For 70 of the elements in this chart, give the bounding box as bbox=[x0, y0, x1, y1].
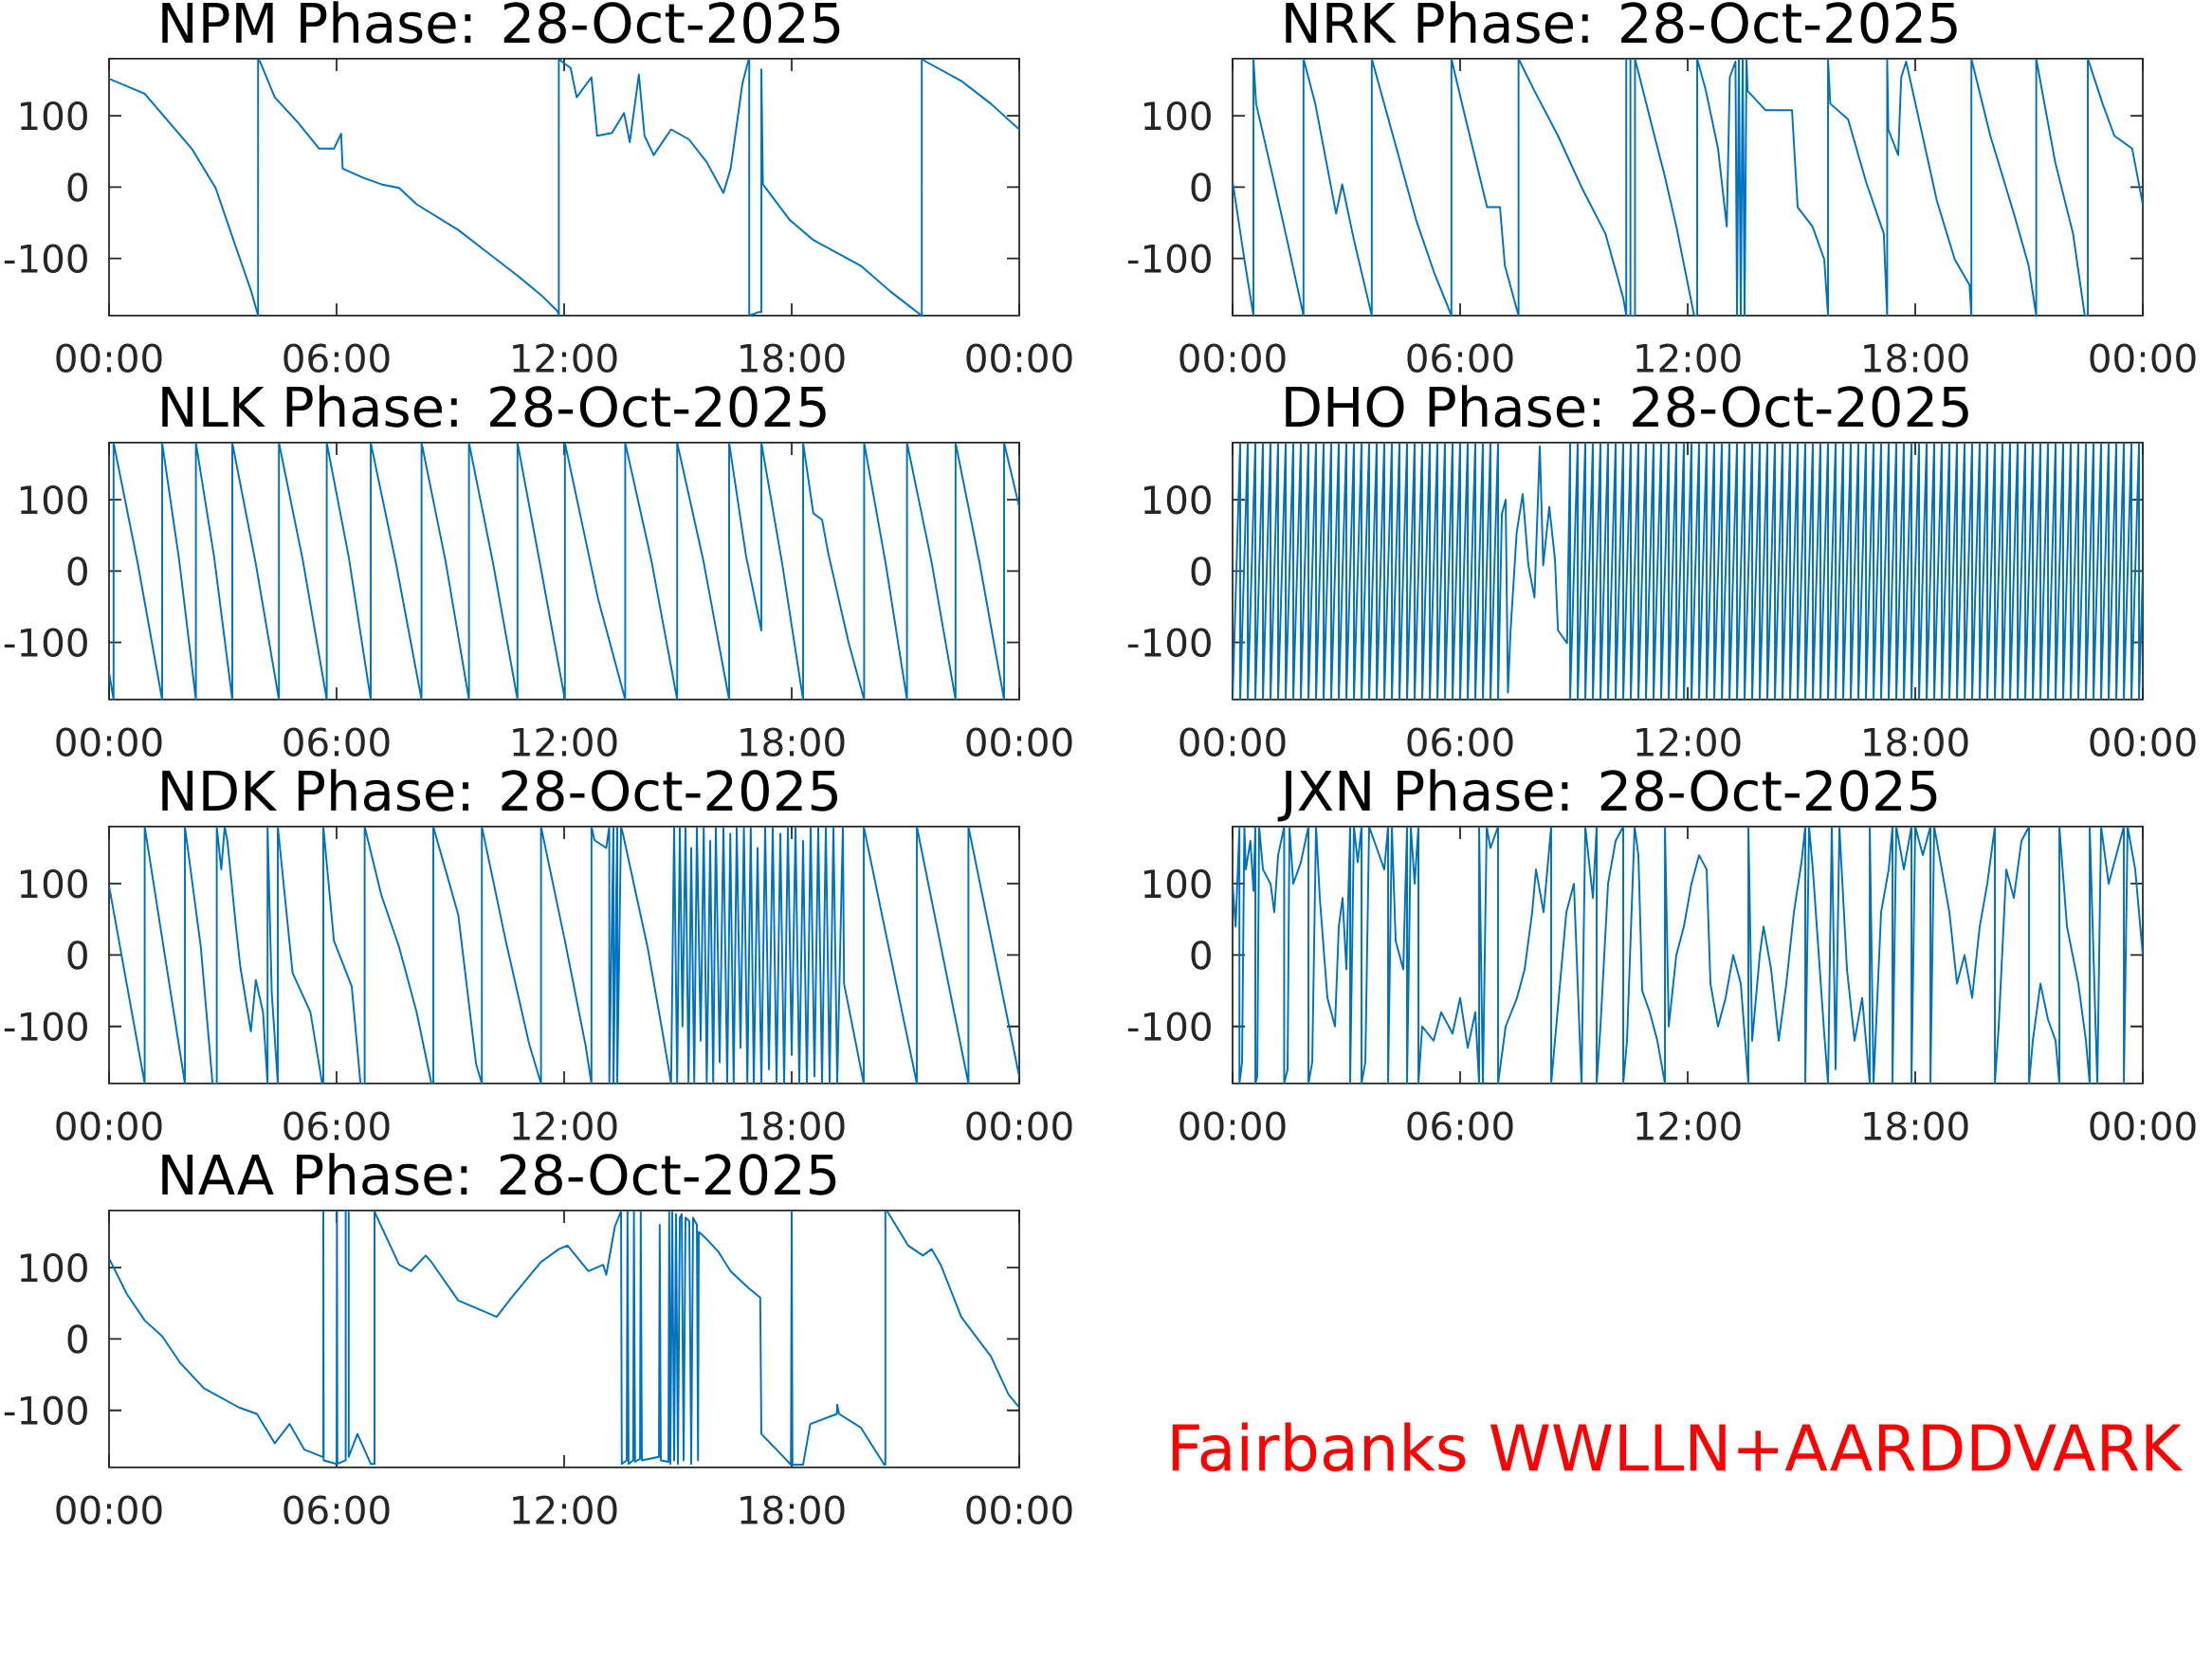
x-tick-label: 18:00 bbox=[1864, 727, 1968, 757]
line-series bbox=[109, 826, 1020, 1084]
x-tick-label: 06:00 bbox=[283, 727, 390, 757]
y-tick-label: 0 bbox=[1191, 556, 1211, 586]
y-tick-label: -100 bbox=[1127, 244, 1211, 274]
y-tick-label: 100 bbox=[1143, 484, 1211, 515]
y-tick-label: -100 bbox=[1127, 628, 1211, 658]
x-tick-label: 00:00 bbox=[966, 727, 1072, 757]
x-tick-label: 12:00 bbox=[1636, 1111, 1741, 1140]
x-tick-label: 06:00 bbox=[1407, 343, 1513, 373]
x-tick-label: 18:00 bbox=[740, 343, 845, 373]
y-tick-label: 100 bbox=[20, 1252, 87, 1283]
y-tick-label: 0 bbox=[67, 556, 87, 586]
chart-title: NDK Phase: 28-Oct-2025 bbox=[162, 769, 837, 811]
x-tick-label: 06:00 bbox=[283, 1111, 390, 1140]
x-tick-label: 06:00 bbox=[1407, 727, 1513, 757]
x-tick-label: 06:00 bbox=[1407, 1111, 1513, 1140]
y-tick-label: 0 bbox=[1191, 173, 1211, 202]
x-tick-label: 00:00 bbox=[2090, 1111, 2196, 1140]
x-tick-label: 12:00 bbox=[1636, 727, 1741, 757]
y-tick-label: 0 bbox=[67, 1324, 87, 1354]
x-tick-label: 18:00 bbox=[740, 727, 845, 757]
y-tick-label: 0 bbox=[1191, 940, 1211, 970]
y-tick-label: 100 bbox=[1143, 100, 1211, 131]
x-tick-label: 00:00 bbox=[1179, 1111, 1286, 1140]
y-tick-label: 0 bbox=[67, 940, 87, 970]
x-tick-label: 00:00 bbox=[2090, 343, 2196, 373]
y-tick-label: 100 bbox=[1143, 868, 1211, 899]
line-series bbox=[1233, 826, 2144, 1084]
x-tick-label: 18:00 bbox=[1864, 343, 1968, 373]
y-tick-label: -100 bbox=[4, 1012, 87, 1042]
x-tick-label: 12:00 bbox=[513, 1111, 617, 1140]
x-tick-label: 12:00 bbox=[513, 1495, 617, 1524]
y-tick-label: -100 bbox=[1127, 1012, 1211, 1042]
y-tick-label: -100 bbox=[4, 1395, 87, 1426]
x-tick-label: 06:00 bbox=[283, 343, 390, 373]
x-tick-label: 12:00 bbox=[513, 343, 617, 373]
x-tick-label: 00:00 bbox=[56, 1495, 162, 1524]
x-tick-label: 00:00 bbox=[56, 1111, 162, 1140]
x-tick-label: 12:00 bbox=[1636, 343, 1741, 373]
line-series bbox=[1233, 58, 2144, 316]
x-tick-label: 00:00 bbox=[56, 727, 162, 757]
x-tick-label: 00:00 bbox=[1179, 343, 1286, 373]
chart-title: DHO Phase: 28-Oct-2025 bbox=[1286, 385, 1968, 428]
line-series bbox=[109, 1210, 1020, 1466]
y-tick-label: -100 bbox=[4, 628, 87, 658]
x-tick-label: 18:00 bbox=[1864, 1111, 1968, 1140]
x-tick-label: 12:00 bbox=[513, 727, 617, 757]
x-tick-label: 00:00 bbox=[1179, 727, 1286, 757]
x-tick-label: 06:00 bbox=[283, 1495, 390, 1524]
chart-title: JXN Phase: 28-Oct-2025 bbox=[1277, 769, 1937, 822]
x-tick-label: 00:00 bbox=[2090, 727, 2196, 757]
y-tick-label: 0 bbox=[67, 173, 87, 202]
x-tick-label: 18:00 bbox=[740, 1111, 845, 1140]
line-series bbox=[1233, 442, 2144, 700]
y-tick-label: 100 bbox=[20, 100, 87, 131]
y-tick-label: -100 bbox=[4, 244, 87, 274]
x-tick-label: 00:00 bbox=[966, 1495, 1072, 1524]
chart-title: NPM Phase: 28-Oct-2025 bbox=[162, 1, 840, 44]
chart-title: NLK Phase: 28-Oct-2025 bbox=[162, 385, 826, 428]
line-series bbox=[109, 442, 1020, 700]
x-tick-label: 00:00 bbox=[966, 343, 1072, 373]
x-tick-label: 18:00 bbox=[740, 1495, 845, 1524]
y-tick-label: 100 bbox=[20, 484, 87, 515]
x-tick-label: 00:00 bbox=[966, 1111, 1072, 1140]
y-tick-label: 100 bbox=[20, 868, 87, 899]
x-tick-label: 00:00 bbox=[56, 343, 162, 373]
text: Fairbanks WWLLN+AARDDVARK bbox=[1172, 1422, 2184, 1472]
chart-title: NAA Phase: 28-Oct-2025 bbox=[162, 1153, 836, 1195]
chart-title: NRK Phase: 28-Oct-2025 bbox=[1286, 1, 1957, 44]
